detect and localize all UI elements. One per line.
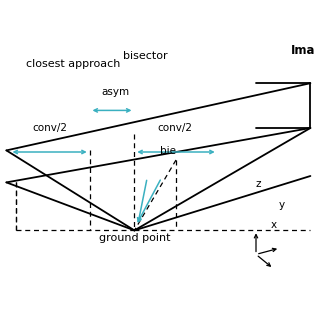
Text: Ima: Ima (291, 44, 316, 57)
Text: x: x (270, 220, 276, 230)
Text: closest approach: closest approach (26, 59, 120, 69)
Text: conv/2: conv/2 (157, 123, 192, 133)
Text: ground point: ground point (99, 233, 170, 243)
Text: bie: bie (160, 146, 176, 156)
Text: asym: asym (101, 87, 129, 97)
Text: conv/2: conv/2 (32, 123, 67, 133)
Text: y: y (278, 200, 284, 210)
Text: z: z (256, 180, 261, 189)
Text: bisector: bisector (123, 52, 168, 61)
